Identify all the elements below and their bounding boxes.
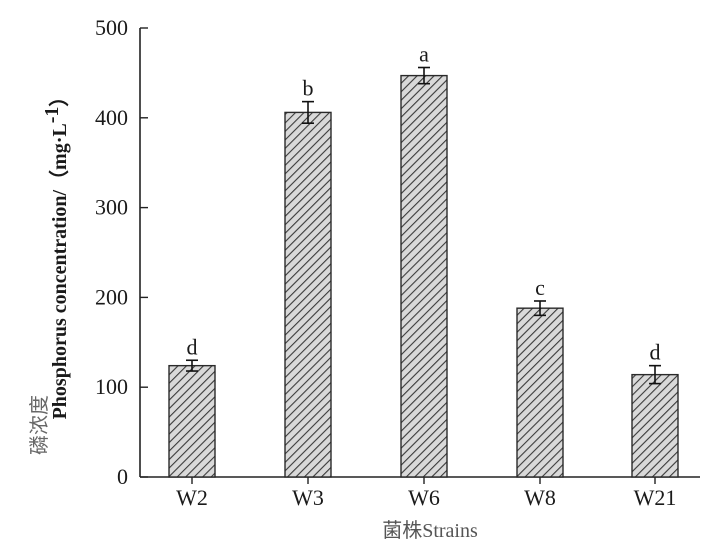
y-axis-label-close: ） xyxy=(48,87,71,107)
bar-w6 xyxy=(400,74,448,478)
x-tick-label-w3: W3 xyxy=(292,485,324,510)
significance-label-w21: d xyxy=(650,340,661,365)
bar-w8 xyxy=(516,307,564,478)
x-tick-label-w8: W8 xyxy=(524,485,556,510)
x-tick-label-w2: W2 xyxy=(176,485,208,510)
y-tick-label: 100 xyxy=(95,374,128,399)
significance-label-w2: d xyxy=(187,334,198,359)
y-tick-label: 400 xyxy=(95,105,128,130)
y-axis-label-cn: 磷浓度 xyxy=(28,395,51,455)
x-tick-label-w6: W6 xyxy=(408,485,440,510)
significance-labels: d b a c d xyxy=(187,42,661,365)
significance-label-w3: b xyxy=(303,76,314,101)
y-ticks: 0 100 200 300 400 500 xyxy=(95,15,148,489)
bar-w3 xyxy=(284,111,332,478)
significance-label-w8: c xyxy=(535,275,545,300)
x-ticks: W2 W3 W6 W8 W21 xyxy=(176,477,676,510)
significance-label-w6: a xyxy=(419,42,429,67)
x-axis-label-cn: 菌株 xyxy=(382,519,422,542)
bar-w21 xyxy=(631,373,679,478)
y-axis-label-sup: -1 xyxy=(41,107,63,124)
bars xyxy=(168,74,679,478)
x-tick-label-w21: W21 xyxy=(634,485,677,510)
y-tick-label: 0 xyxy=(117,464,128,489)
y-axis-label-en: Phosphorus concentration/（mg·L xyxy=(48,123,71,419)
y-tick-label: 200 xyxy=(95,284,128,309)
bar-w2 xyxy=(168,364,216,478)
y-tick-label: 500 xyxy=(95,15,128,40)
x-axis-label: 菌株Strains xyxy=(382,519,478,542)
error-bars xyxy=(186,66,661,385)
y-axis-label: 磷浓度 Phosphorus concentration/（mg·L-1） xyxy=(28,87,71,455)
y-tick-label: 300 xyxy=(95,195,128,220)
x-axis-label-en: Strains xyxy=(422,520,478,542)
